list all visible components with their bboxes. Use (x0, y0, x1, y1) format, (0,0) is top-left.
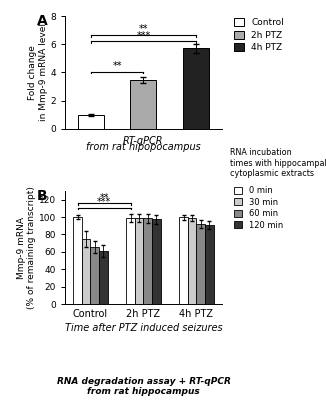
Text: from rat hipopocampus: from rat hipopocampus (86, 142, 201, 152)
Legend: 0 min, 30 min, 60 min, 120 min: 0 min, 30 min, 60 min, 120 min (234, 186, 283, 230)
Text: **: ** (139, 24, 148, 34)
Bar (143, 218, 152, 304)
Y-axis label: Mmp-9 mRNA
(% of remaining transcript): Mmp-9 mRNA (% of remaining transcript) (17, 186, 36, 309)
Text: RNA degradation assay + RT-qPCR
from rat hippocampus: RNA degradation assay + RT-qPCR from rat… (56, 377, 230, 396)
Legend: Control, 2h PTZ, 4h PTZ: Control, 2h PTZ, 4h PTZ (234, 18, 284, 52)
X-axis label: Time after PTZ induced seizures: Time after PTZ induced seizures (65, 323, 222, 333)
Bar (152, 219, 161, 304)
Text: B: B (37, 189, 48, 203)
Bar (135, 218, 143, 304)
Y-axis label: Fold change
in Mmp-9 mRNA level: Fold change in Mmp-9 mRNA level (28, 24, 48, 122)
Text: **: ** (112, 61, 122, 71)
Bar (90, 247, 99, 304)
Bar (130, 80, 156, 129)
Text: A: A (37, 14, 48, 28)
Bar (99, 251, 108, 304)
Bar (188, 218, 197, 304)
Text: RNA incubation
times with hippocampal
cytoplasmic extracts: RNA incubation times with hippocampal cy… (230, 148, 326, 178)
Bar (179, 217, 188, 304)
Text: **: ** (99, 193, 109, 203)
Bar (78, 115, 104, 129)
Text: ***: *** (136, 31, 151, 41)
Bar (82, 239, 90, 304)
Bar (73, 217, 82, 304)
Bar (205, 225, 214, 304)
Bar (183, 48, 209, 129)
Text: ***: *** (97, 197, 111, 207)
Bar (197, 224, 205, 304)
Text: RT-qPCR: RT-qPCR (123, 136, 164, 146)
Bar (126, 218, 135, 304)
